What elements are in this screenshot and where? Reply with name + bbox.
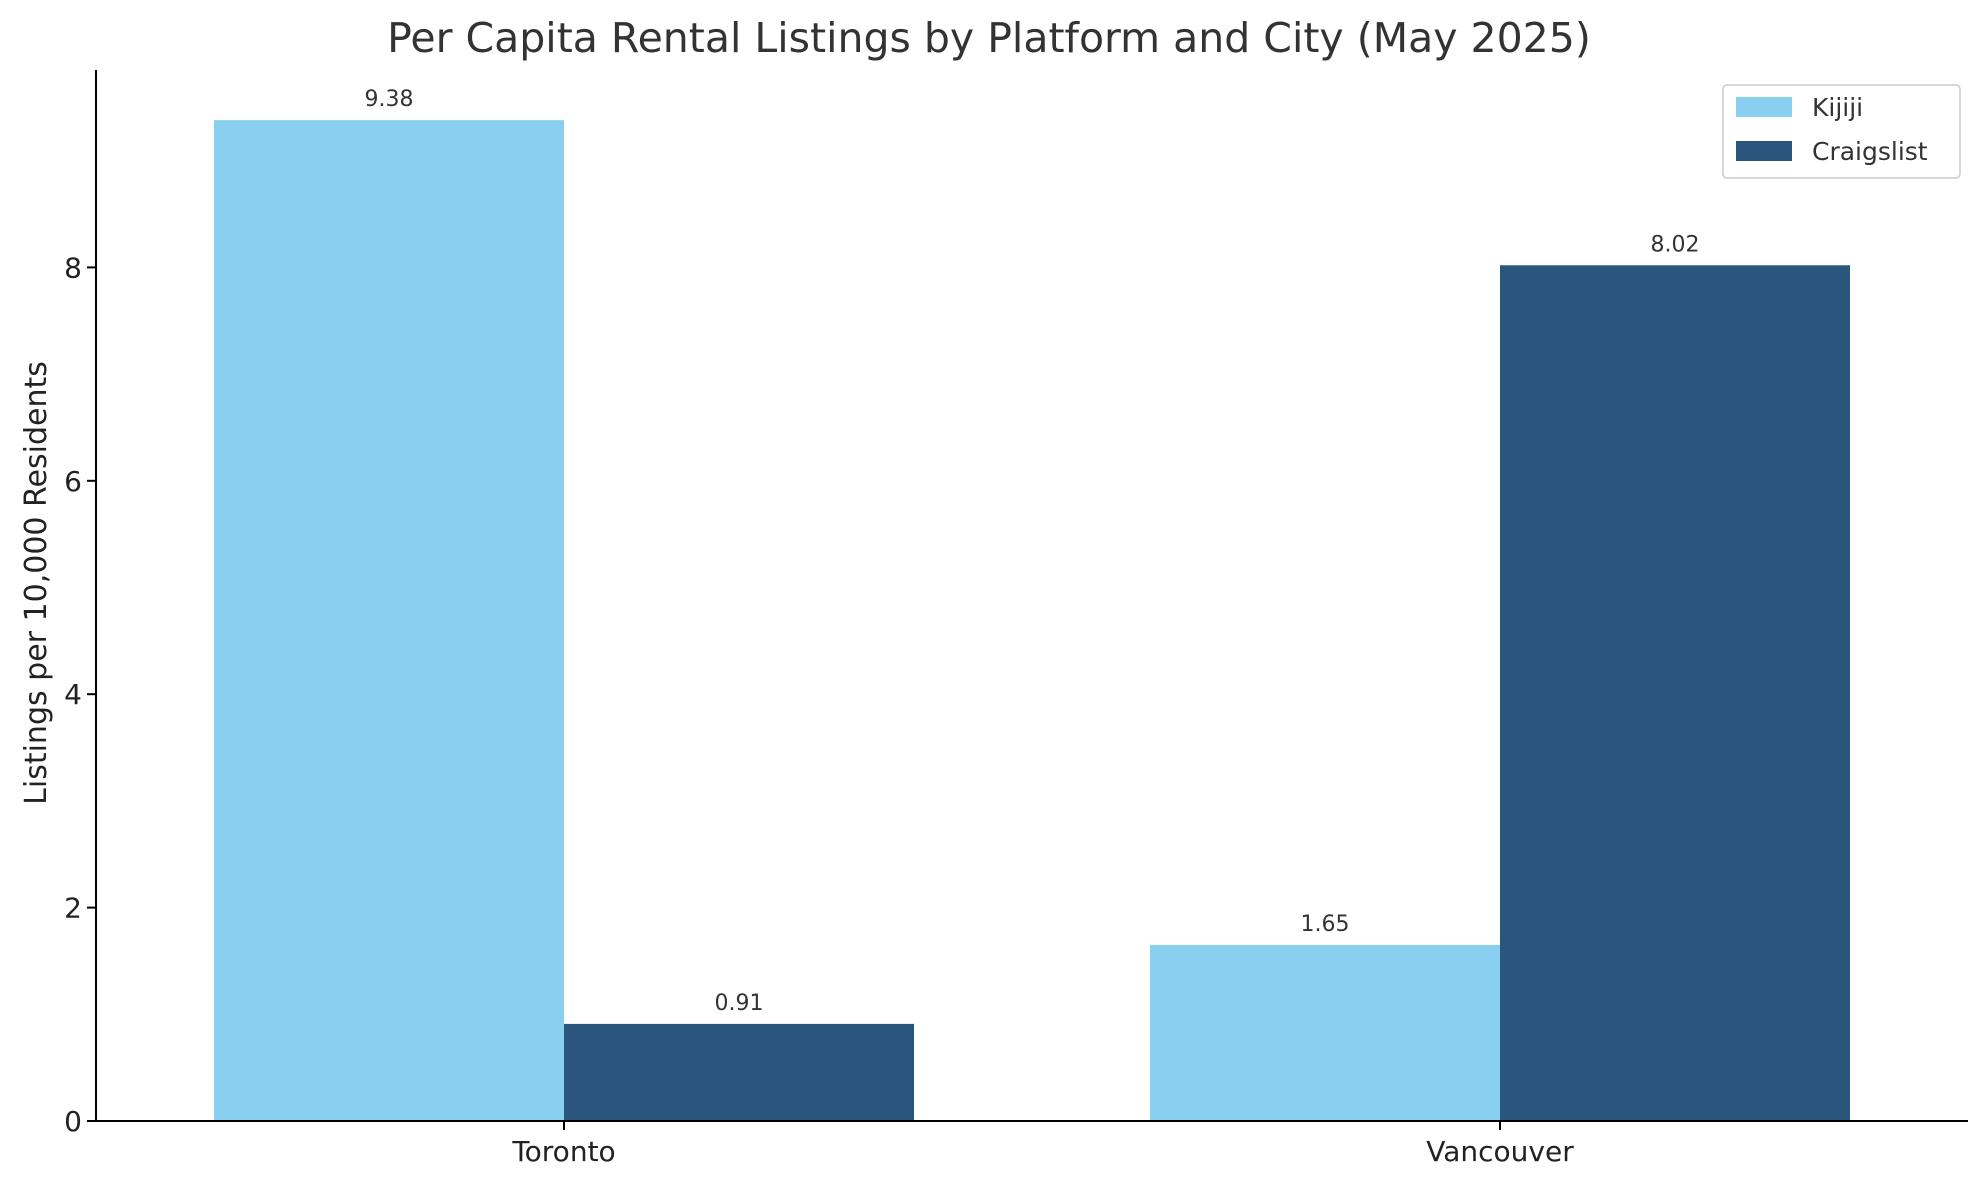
y-axis-label: Listings per 10,000 Residents — [19, 361, 54, 805]
legend-label-craigslist: Craigslist — [1812, 137, 1928, 166]
legend: Kijiji Craigslist — [1722, 84, 1961, 179]
bar-label-kijiji-toronto: 9.38 — [365, 87, 414, 112]
bar-label-craigslist-vancouver: 8.02 — [1651, 232, 1700, 257]
y-tick-label: 4 — [64, 678, 82, 711]
y-tick-label: 6 — [64, 465, 82, 498]
y-tick-label: 2 — [64, 892, 82, 925]
y-tick-label: 0 — [64, 1105, 82, 1138]
bar-craigslist-vancouver — [1500, 265, 1850, 1121]
legend-label-kijiji: Kijiji — [1812, 93, 1863, 122]
bars-group — [214, 120, 1850, 1122]
x-tick-label-vancouver: Vancouver — [1426, 1135, 1574, 1168]
bar-labels-group: 9.38 0.91 1.65 8.02 — [365, 87, 1700, 1016]
x-axis-ticks: Toronto Vancouver — [511, 1121, 1574, 1168]
bar-label-craigslist-toronto: 0.91 — [715, 991, 764, 1016]
bar-craigslist-toronto — [564, 1023, 914, 1121]
y-tick-label: 8 — [64, 251, 82, 284]
chart-title: Per Capita Rental Listings by Platform a… — [387, 14, 1591, 62]
bar-label-kijiji-vancouver: 1.65 — [1301, 912, 1350, 937]
legend-swatch-craigslist — [1736, 141, 1792, 161]
bar-kijiji-toronto — [214, 120, 564, 1122]
y-axis-ticks: 0 2 4 6 8 — [64, 251, 96, 1138]
legend-swatch-kijiji — [1736, 97, 1792, 117]
x-tick-label-toronto: Toronto — [511, 1135, 615, 1168]
bar-kijiji-vancouver — [1150, 944, 1500, 1121]
